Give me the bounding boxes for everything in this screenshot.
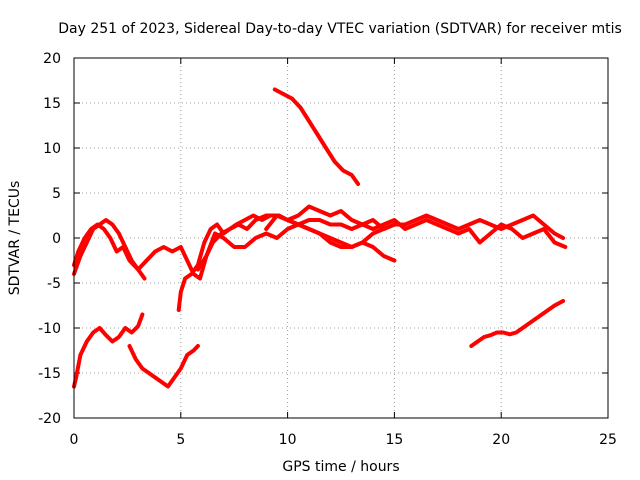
series-layer: [72, 87, 568, 389]
x-tick-label: 10: [279, 432, 297, 448]
y-tick-label: -15: [38, 366, 61, 382]
x-tick-label: 15: [385, 432, 403, 448]
series-line-arc-9: [469, 299, 566, 348]
y-tick-label: -10: [38, 321, 61, 337]
series-line-arc-2: [72, 218, 147, 281]
y-tick-label: 10: [43, 141, 61, 157]
x-tick-label: 20: [492, 432, 510, 448]
y-tick-label: 5: [52, 186, 61, 202]
series-line-arc-7: [272, 87, 361, 186]
chart-title: Day 251 of 2023, Sidereal Day-to-day VTE…: [58, 21, 622, 37]
x-tick-label: 0: [70, 432, 79, 448]
y-tick-label: 0: [52, 231, 61, 247]
series-line-arc-4: [127, 344, 200, 389]
x-tick-label: 5: [176, 432, 185, 448]
x-tick-label: 25: [599, 432, 617, 448]
series-line-arc-1: [72, 204, 566, 281]
grid: [74, 58, 608, 418]
y-tick-label: -20: [38, 411, 61, 427]
series-line-arc-6: [195, 222, 397, 272]
series-line-arc-3: [72, 312, 145, 389]
x-axis-label: GPS time / hours: [282, 459, 399, 475]
y-tick-label: -5: [47, 276, 61, 292]
y-tick-label: 20: [43, 51, 61, 67]
y-tick-label: 15: [43, 96, 61, 112]
series-line-arc-8: [264, 213, 568, 249]
tick-labels: 0 5 10 15 20 25 -20 -15 -10 -5 0 5 10 15 20: [38, 51, 617, 448]
plot-frame: [73, 57, 609, 419]
y-axis-label: SDTVAR / TECUs: [7, 181, 23, 296]
